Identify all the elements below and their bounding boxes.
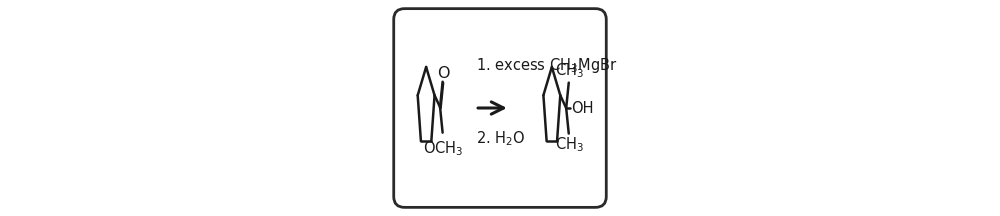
Text: 1. excess CH$_3$MgBr: 1. excess CH$_3$MgBr — [476, 56, 617, 75]
Text: CH$_3$: CH$_3$ — [555, 136, 584, 154]
Text: CH$_3$: CH$_3$ — [555, 62, 584, 81]
Text: OH: OH — [571, 101, 594, 116]
FancyBboxPatch shape — [394, 9, 606, 207]
Text: 2. H$_2$O: 2. H$_2$O — [476, 129, 525, 148]
Text: OCH$_3$: OCH$_3$ — [423, 139, 463, 158]
Text: O: O — [437, 66, 449, 81]
